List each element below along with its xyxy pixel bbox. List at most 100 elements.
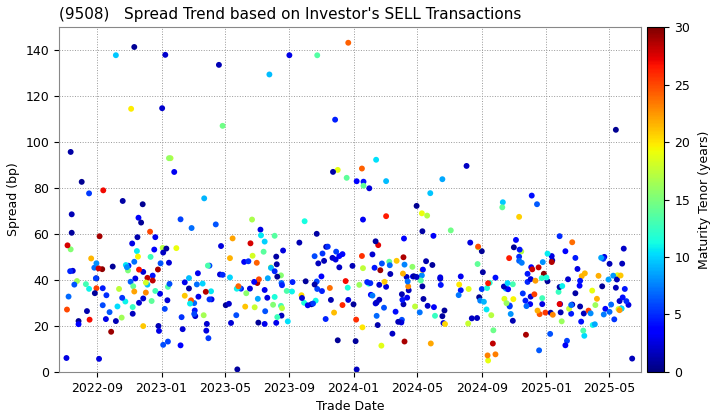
Point bbox=[395, 319, 407, 326]
Point bbox=[575, 278, 586, 284]
Point bbox=[417, 266, 428, 273]
Point bbox=[120, 262, 132, 268]
Point bbox=[117, 294, 128, 301]
Point bbox=[434, 276, 446, 282]
Point bbox=[142, 281, 153, 288]
Point bbox=[474, 294, 485, 301]
Point bbox=[310, 297, 321, 304]
Point bbox=[358, 182, 369, 189]
Point bbox=[244, 285, 256, 292]
Point bbox=[317, 250, 328, 257]
Point bbox=[531, 201, 543, 207]
Point bbox=[125, 105, 137, 112]
Point bbox=[217, 271, 228, 278]
Point bbox=[348, 301, 359, 308]
Point bbox=[247, 252, 258, 259]
Point bbox=[409, 303, 420, 310]
Point bbox=[606, 301, 617, 308]
Point bbox=[541, 274, 552, 281]
Point bbox=[330, 256, 341, 263]
Point bbox=[559, 248, 571, 255]
Point bbox=[507, 318, 518, 324]
Point bbox=[246, 216, 258, 223]
Point bbox=[259, 286, 271, 293]
Point bbox=[322, 243, 333, 250]
Point bbox=[90, 275, 102, 282]
Point bbox=[482, 280, 494, 286]
Point bbox=[107, 263, 119, 270]
Point bbox=[66, 229, 78, 236]
Point bbox=[65, 149, 76, 155]
Point bbox=[604, 260, 616, 267]
Point bbox=[140, 279, 152, 286]
Point bbox=[63, 293, 74, 300]
Point bbox=[356, 252, 368, 259]
Point bbox=[183, 285, 194, 292]
Point bbox=[356, 165, 368, 172]
Point bbox=[230, 312, 242, 318]
Point bbox=[262, 275, 274, 281]
Point bbox=[554, 301, 565, 307]
Point bbox=[320, 316, 331, 323]
Point bbox=[133, 299, 145, 306]
Point bbox=[524, 301, 536, 307]
Point bbox=[233, 283, 244, 289]
Point bbox=[541, 250, 553, 257]
Point bbox=[554, 301, 566, 307]
Point bbox=[565, 302, 577, 308]
Point bbox=[265, 264, 276, 271]
X-axis label: Trade Date: Trade Date bbox=[316, 400, 384, 413]
Point bbox=[127, 240, 138, 247]
Point bbox=[438, 320, 449, 326]
Point bbox=[189, 311, 200, 318]
Point bbox=[189, 300, 200, 307]
Point bbox=[251, 260, 263, 266]
Point bbox=[567, 239, 578, 246]
Point bbox=[610, 126, 621, 133]
Point bbox=[619, 286, 631, 292]
Point bbox=[328, 309, 340, 316]
Point bbox=[104, 309, 115, 315]
Point bbox=[613, 307, 625, 314]
Point bbox=[177, 326, 189, 333]
Point bbox=[497, 199, 508, 206]
Point bbox=[384, 258, 395, 265]
Point bbox=[438, 307, 450, 314]
Point bbox=[354, 281, 365, 288]
Point bbox=[417, 283, 428, 290]
Point bbox=[487, 340, 498, 347]
Point bbox=[427, 262, 438, 268]
Point bbox=[408, 273, 419, 280]
Point bbox=[132, 234, 143, 241]
Point bbox=[132, 253, 144, 260]
Point bbox=[97, 302, 109, 309]
Point bbox=[62, 242, 73, 249]
Point bbox=[526, 264, 537, 270]
Point bbox=[536, 295, 548, 302]
Point bbox=[259, 238, 271, 245]
Point bbox=[530, 277, 541, 284]
Point bbox=[269, 294, 280, 300]
Point bbox=[133, 266, 145, 273]
Point bbox=[587, 322, 598, 328]
Point bbox=[532, 307, 544, 314]
Point bbox=[476, 286, 487, 292]
Point bbox=[356, 324, 368, 331]
Point bbox=[311, 278, 323, 285]
Point bbox=[91, 260, 102, 267]
Point bbox=[191, 281, 202, 288]
Point bbox=[137, 201, 148, 207]
Point bbox=[276, 312, 287, 319]
Point bbox=[364, 280, 376, 286]
Point bbox=[357, 216, 369, 223]
Point bbox=[369, 265, 380, 271]
Point bbox=[245, 240, 256, 247]
Point bbox=[234, 285, 246, 291]
Point bbox=[157, 244, 168, 251]
Point bbox=[146, 298, 158, 304]
Point bbox=[454, 281, 465, 288]
Point bbox=[384, 270, 396, 277]
Point bbox=[309, 281, 320, 288]
Point bbox=[205, 288, 217, 294]
Point bbox=[271, 261, 282, 268]
